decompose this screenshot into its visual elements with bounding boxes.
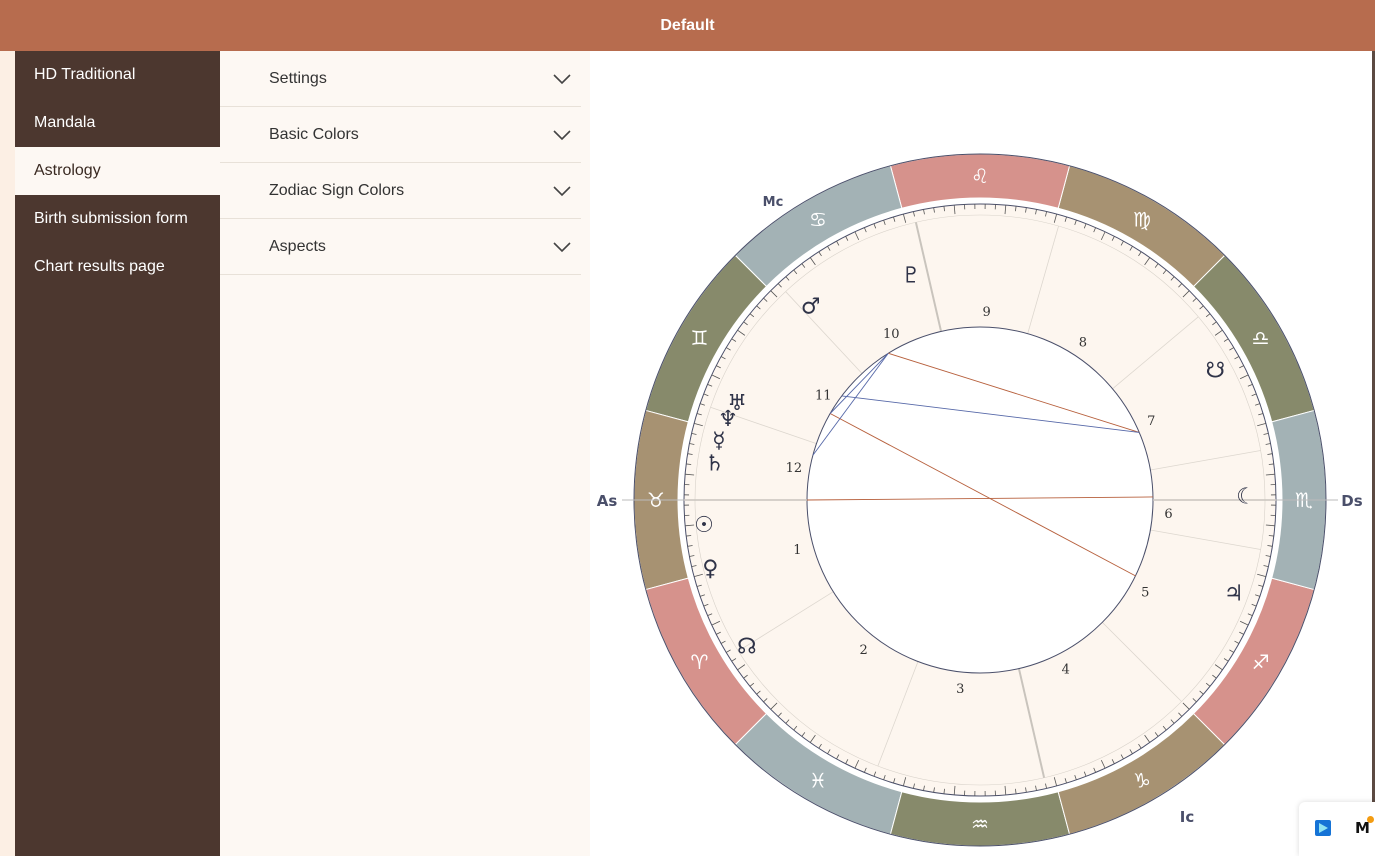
accordion-settings[interactable]: Settings: [220, 51, 581, 107]
chevron-down-icon: [553, 242, 571, 253]
ascendant-label: As: [597, 492, 618, 510]
midheaven-label: Mc: [763, 195, 784, 210]
house-number: 9: [982, 305, 990, 320]
house-number: 7: [1147, 414, 1155, 429]
aquarius-sign-icon: ♒: [971, 812, 989, 836]
accordion-label: Aspects: [269, 238, 326, 255]
accordion-label: Settings: [269, 70, 327, 87]
descendant-label: Ds: [1341, 492, 1362, 510]
south-node-icon: ☋: [1205, 359, 1225, 384]
saturn-icon: ♄: [705, 452, 725, 477]
venus-icon: ♀: [702, 556, 718, 581]
aspect-circle: [806, 326, 1154, 674]
sun-icon: ☉: [694, 513, 714, 538]
house-number: 2: [859, 643, 867, 658]
floating-widget: M: [1299, 802, 1375, 856]
accordion-basic-colors[interactable]: Basic Colors: [220, 107, 581, 163]
settings-panel: Settings Basic Colors Zodiac Sign Colors…: [220, 51, 590, 856]
house-number: 1: [793, 543, 801, 558]
sidebar-item-hd-traditional[interactable]: HD Traditional: [34, 66, 136, 83]
sidebar: HD Traditional Mandala Astrology Birth s…: [15, 51, 220, 856]
chevron-down-icon: [553, 130, 571, 141]
aspect-lines: [806, 352, 1153, 577]
chevron-down-icon: [553, 74, 571, 85]
planet-glyphs: ♇ ♂ ♅♆☿♄ ☉ ♀ ☊ ☋ ☾ ♃: [694, 263, 1256, 659]
accordion-label: Zodiac Sign Colors: [269, 182, 405, 199]
imum-coeli-label: Ic: [1180, 808, 1194, 826]
moon-icon: ☾: [1236, 484, 1256, 509]
window-edge: [1372, 51, 1375, 856]
accordion-zodiac-sign-colors[interactable]: Zodiac Sign Colors: [220, 163, 581, 219]
gemini-sign-icon: ♊: [690, 326, 708, 350]
sidebar-item-mandala[interactable]: Mandala: [34, 114, 96, 131]
mars-icon: ♂: [801, 294, 821, 319]
pisces-sign-icon: ♓: [809, 769, 827, 793]
neptune-icon: ♆: [718, 407, 738, 432]
house-number: 5: [1141, 586, 1149, 601]
top-bar: Default: [0, 0, 1375, 51]
capricorn-sign-icon: ♑: [1133, 769, 1151, 793]
jupiter-icon: ♃: [1224, 581, 1244, 606]
sidebar-item-astrology[interactable]: Astrology: [15, 147, 220, 195]
house-number: 10: [883, 327, 900, 342]
accordion-label: Basic Colors: [269, 126, 359, 143]
house-number: 11: [815, 388, 832, 403]
chevron-down-icon: [553, 186, 571, 197]
mercury-icon: ☿: [712, 429, 726, 454]
pluto-icon: ♇: [901, 263, 921, 288]
house-number: 12: [786, 461, 803, 476]
sidebar-item-birth-submission-form[interactable]: Birth submission form: [34, 210, 188, 227]
libra-sign-icon: ♎: [1252, 326, 1270, 350]
m-app-icon[interactable]: M: [1355, 819, 1370, 837]
notification-dot-icon: [1367, 816, 1374, 823]
play-app-icon[interactable]: [1315, 820, 1331, 836]
cancer-sign-icon: ♋: [809, 207, 827, 231]
virgo-sign-icon: ♍: [1133, 207, 1151, 231]
uranus-icon: ♅: [727, 391, 747, 416]
north-node-icon: ☊: [737, 635, 757, 660]
aries-sign-icon: ♈: [690, 650, 708, 674]
leo-sign-icon: ♌: [971, 164, 989, 188]
house-number: 8: [1079, 335, 1087, 350]
accordion-aspects[interactable]: Aspects: [220, 219, 581, 275]
house-number: 3: [956, 682, 964, 697]
sidebar-item-chart-results-page[interactable]: Chart results page: [34, 258, 165, 275]
house-number: 6: [1164, 507, 1172, 522]
house-number: 4: [1062, 662, 1070, 677]
page-title: Default: [660, 16, 715, 34]
house-lines: [695, 222, 1261, 778]
sagittarius-sign-icon: ♐: [1252, 650, 1270, 674]
